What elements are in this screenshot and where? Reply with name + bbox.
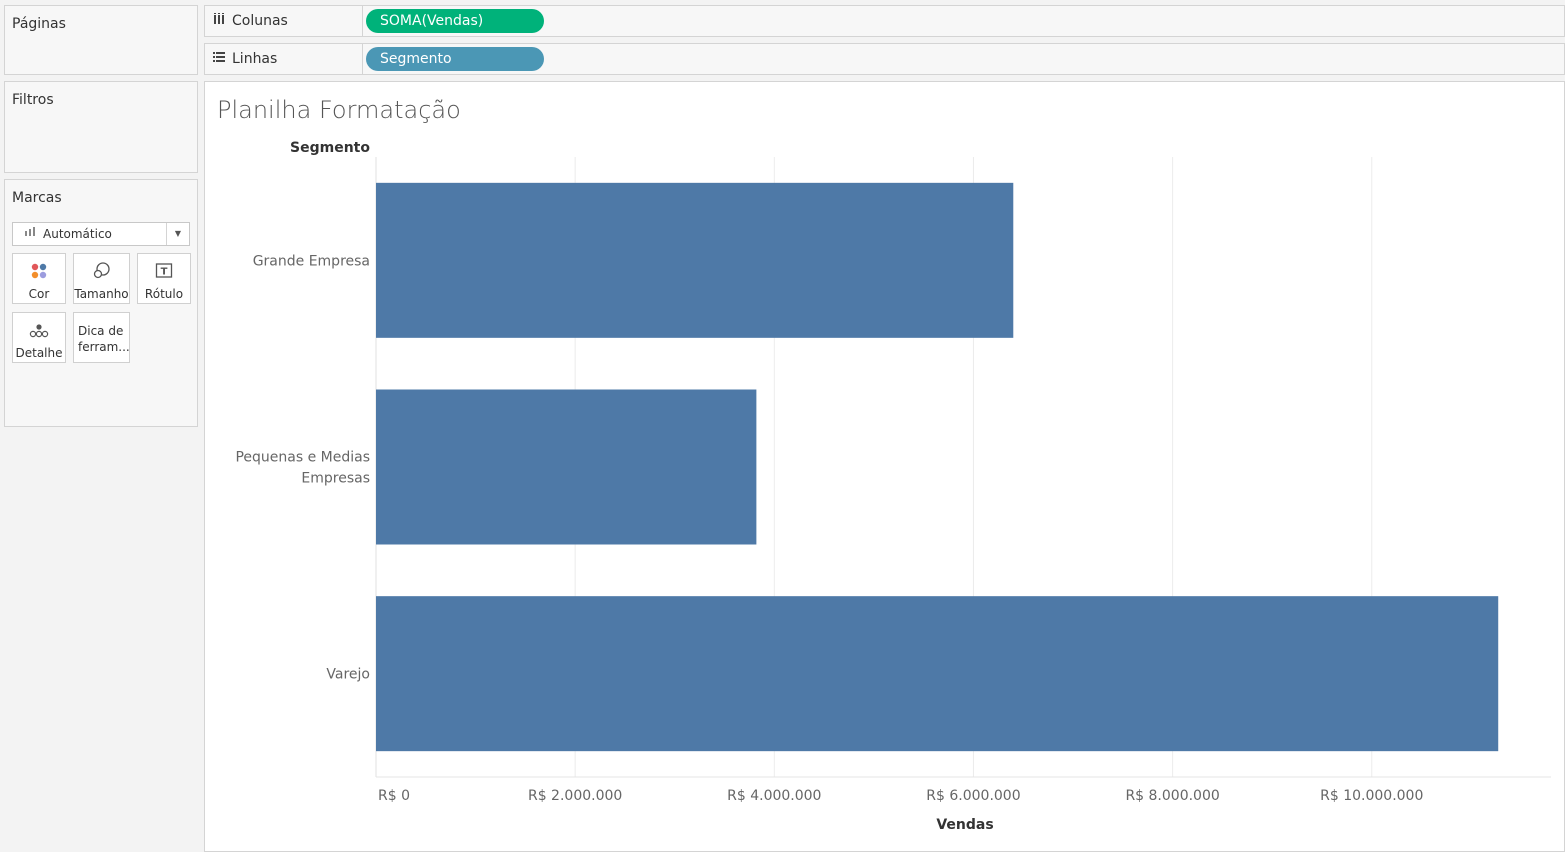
columns-shelf-label-box: Colunas [205,6,363,36]
x-tick-label: R$ 8.000.000 [1125,788,1219,804]
svg-text:T: T [161,267,168,278]
rows-shelf-label: Linhas [232,51,278,67]
chevron-down-icon[interactable]: ▼ [166,223,189,245]
detail-icon [13,321,65,339]
chart-title: Planilha Formatação [217,96,461,124]
bar [376,389,757,545]
x-tick-label: R$ 0 [378,788,410,804]
pages-panel-title: Páginas [12,16,66,32]
x-tick-label: R$ 10.000.000 [1320,788,1423,804]
filters-panel[interactable]: Filtros [4,81,198,173]
label-mark-label: Rótulo [144,287,184,301]
size-mark-button[interactable]: Tamanho [73,253,130,304]
bar-chart: Segmento Grande Empresa Pequenas e Medias E… [235,140,1551,833]
rows-shelf-label-box: Linhas [205,44,363,74]
rows-icon [213,51,225,66]
color-icon [13,262,65,280]
row-header-label: Segmento [290,140,370,156]
x-tick-label: R$ 6.000.000 [926,788,1020,804]
bar [376,182,1014,338]
columns-shelf[interactable]: Colunas SOMA(Vendas) [204,5,1565,37]
color-mark-label: Cor [28,287,50,301]
x-tick-label: R$ 4.000.000 [727,788,821,804]
tooltip-mark-button[interactable]: Dica de ferram... [73,312,130,363]
columns-icon [213,13,225,28]
detail-mark-label: Detalhe [15,346,63,360]
size-mark-label: Tamanho [74,287,129,301]
label-mark-button[interactable]: T Rótulo [137,253,191,304]
bar-chart-icon [25,227,36,239]
mark-type-value: Automático [43,227,112,241]
filters-panel-title: Filtros [12,92,54,108]
columns-pill-sum-sales[interactable]: SOMA(Vendas) [366,9,544,33]
detail-mark-button[interactable]: Detalhe [12,312,66,363]
text-label-icon: T [138,262,190,280]
chart-view: Planilha Formatação Segmento Grande Empre… [204,81,1565,852]
marks-panel-title: Marcas [12,190,62,206]
columns-shelf-label: Colunas [232,13,288,29]
mark-type-dropdown[interactable]: Automático ▼ [12,222,190,246]
color-mark-button[interactable]: Cor [12,253,66,304]
x-axis-title: Vendas [936,817,993,833]
category-label: Pequenas e Medias Empresas [235,450,370,487]
tooltip-mark-label: Dica de ferram... [78,324,130,354]
pages-panel[interactable]: Páginas [4,5,198,75]
marks-panel: Marcas Automático ▼ Cor Tamanho T Rótulo… [4,179,198,427]
category-label: Grande Empresa [253,253,370,269]
rows-shelf[interactable]: Linhas Segmento [204,43,1565,75]
x-tick-label: R$ 2.000.000 [528,788,622,804]
bar [376,596,1499,752]
category-label: Varejo [326,667,370,683]
rows-pill-segment[interactable]: Segmento [366,47,544,71]
size-icon [74,262,129,280]
